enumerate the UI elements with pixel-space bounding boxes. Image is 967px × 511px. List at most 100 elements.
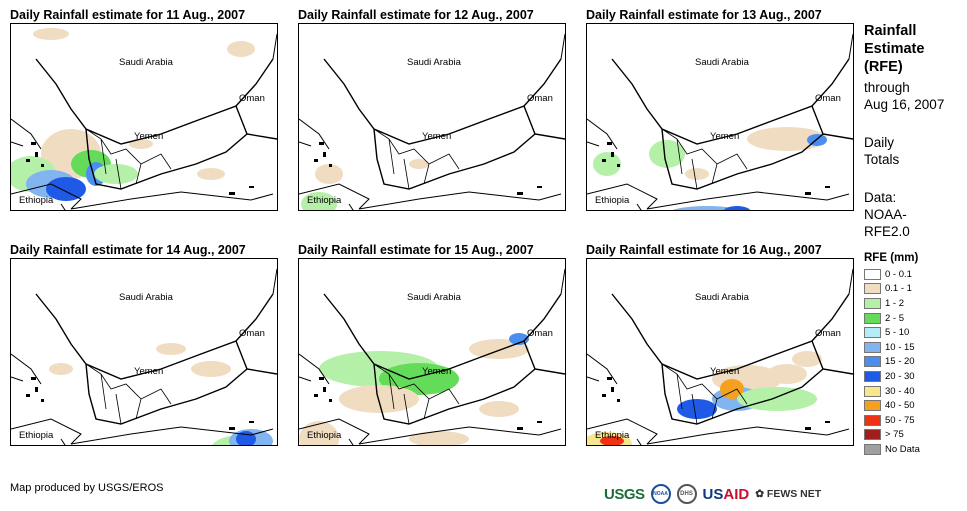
legend-item: 40 - 50 bbox=[864, 398, 920, 413]
panel-title: Daily Rainfall estimate for 14 Aug., 200… bbox=[10, 243, 246, 257]
rainfall-area bbox=[720, 379, 744, 399]
panel-title: Daily Rainfall estimate for 13 Aug., 200… bbox=[586, 8, 822, 22]
label-saudi-arabia: Saudi Arabia bbox=[695, 292, 749, 303]
legend-swatch bbox=[864, 341, 881, 353]
legend-item: 30 - 40 bbox=[864, 384, 920, 399]
legend-swatch bbox=[864, 327, 881, 339]
legend-swatch bbox=[864, 283, 881, 295]
title-line-5: Aug 16, 2007 bbox=[864, 97, 945, 112]
noaa-logo: NOAA bbox=[650, 484, 671, 504]
panel-title: Daily Rainfall estimate for 16 Aug., 200… bbox=[586, 243, 822, 257]
rainfall-area bbox=[600, 436, 624, 445]
legend-swatch bbox=[864, 297, 881, 309]
legend-item: 5 - 10 bbox=[864, 325, 920, 340]
label-ethiopia: Ethiopia bbox=[595, 195, 630, 206]
daily-label: Daily bbox=[864, 135, 895, 150]
panel-title: Daily Rainfall estimate for 11 Aug., 200… bbox=[10, 8, 246, 22]
legend-label: 0 - 0.1 bbox=[885, 268, 912, 280]
label-oman: Oman bbox=[815, 328, 841, 339]
label-ethiopia: Ethiopia bbox=[307, 430, 342, 441]
rainfall-map: Saudi Arabia Oman Yemen Ethiopia Somalia bbox=[10, 23, 278, 211]
legend-item: 20 - 30 bbox=[864, 369, 920, 384]
legend-item: 2 - 5 bbox=[864, 311, 920, 326]
rainfall-area bbox=[315, 164, 343, 184]
title-line-2: Estimate bbox=[864, 41, 925, 57]
legend-item: 50 - 75 bbox=[864, 413, 920, 428]
rainfall-area bbox=[227, 41, 255, 57]
panel-title: Daily Rainfall estimate for 12 Aug., 200… bbox=[298, 8, 534, 22]
usgs-logo: USGS bbox=[604, 485, 645, 503]
rainfall-area bbox=[94, 164, 138, 184]
rainfall-area bbox=[685, 168, 709, 180]
legend-title: RFE (mm) bbox=[864, 252, 919, 264]
legend-item: 0 - 0.1 bbox=[864, 267, 920, 282]
label-yemen: Yemen bbox=[710, 131, 740, 142]
legend-label: 50 - 75 bbox=[885, 414, 915, 426]
rainfall-area bbox=[156, 343, 186, 355]
legend-item: 0.1 - 1 bbox=[864, 282, 920, 297]
legend-label: > 75 bbox=[885, 429, 904, 441]
legend-swatch bbox=[864, 414, 881, 426]
rainfall-map: Saudi Arabia Oman Yemen Ethiopia Somalia bbox=[298, 23, 566, 211]
legend-swatch bbox=[864, 268, 881, 280]
rainfall-area bbox=[197, 168, 225, 180]
title-line-4: through bbox=[864, 80, 910, 95]
legend-label: 2 - 5 bbox=[885, 312, 905, 324]
label-ethiopia: Ethiopia bbox=[19, 195, 54, 206]
rainfall-area bbox=[593, 152, 621, 176]
legend: RFE (mm) 0 - 0.1 0.1 - 1 1 - 2 2 - 5 5 - 10 1… bbox=[864, 252, 920, 457]
label-saudi-arabia: Saudi Arabia bbox=[407, 57, 461, 68]
legend-label: 0.1 - 1 bbox=[885, 283, 912, 295]
data-label: Data: bbox=[864, 190, 897, 205]
panel-title: Daily Rainfall estimate for 15 Aug., 200… bbox=[298, 243, 534, 257]
label-saudi-arabia: Saudi Arabia bbox=[119, 57, 173, 68]
credit-text: Map produced by USGS/EROS bbox=[10, 482, 164, 494]
legend-swatch bbox=[864, 400, 881, 412]
label-saudi-arabia: Saudi Arabia bbox=[407, 292, 461, 303]
legend-item: 15 - 20 bbox=[864, 355, 920, 370]
rainfall-area bbox=[723, 206, 751, 210]
rainfall-area bbox=[191, 361, 231, 377]
rainfall-area bbox=[677, 399, 717, 419]
legend-item: > 75 bbox=[864, 428, 920, 443]
data-source-2: RFE2.0 bbox=[864, 224, 910, 239]
fewsnet-logo: ✿ FEWS NET bbox=[755, 488, 822, 500]
usaid-logo: USAID bbox=[702, 485, 750, 503]
data-source-1: NOAA- bbox=[864, 207, 907, 222]
label-saudi-arabia: Saudi Arabia bbox=[695, 57, 749, 68]
rainfall-area bbox=[737, 387, 817, 411]
title-line-3: (RFE) bbox=[864, 59, 903, 75]
legend-label: 20 - 30 bbox=[885, 370, 915, 382]
dhs-logo: DHS bbox=[676, 484, 697, 504]
legend-label: 1 - 2 bbox=[885, 297, 905, 309]
label-yemen: Yemen bbox=[134, 131, 164, 142]
legend-swatch bbox=[864, 385, 881, 397]
legend-swatch bbox=[864, 370, 881, 382]
rainfall-area bbox=[672, 206, 742, 210]
legend-swatch bbox=[864, 443, 881, 455]
legend-label: 15 - 20 bbox=[885, 356, 915, 368]
title-line-1: Rainfall bbox=[864, 23, 917, 39]
rainfall-map: Saudi Arabia Oman Yemen Ethiopia Somalia bbox=[586, 258, 854, 446]
rainfall-area bbox=[129, 139, 153, 149]
legend-label: 40 - 50 bbox=[885, 400, 915, 412]
label-yemen: Yemen bbox=[422, 366, 452, 377]
rainfall-area bbox=[747, 127, 827, 151]
legend-item: No Data bbox=[864, 442, 920, 457]
label-yemen: Yemen bbox=[422, 131, 452, 142]
legend-label: 30 - 40 bbox=[885, 385, 915, 397]
rainfall-area bbox=[46, 177, 86, 201]
label-oman: Oman bbox=[527, 93, 553, 104]
legend-item: 1 - 2 bbox=[864, 296, 920, 311]
label-ethiopia: Ethiopia bbox=[19, 430, 54, 441]
legend-label: 10 - 15 bbox=[885, 341, 915, 353]
rainfall-area bbox=[767, 364, 807, 384]
label-oman: Oman bbox=[239, 93, 265, 104]
rainfall-area bbox=[409, 159, 429, 169]
label-oman: Oman bbox=[527, 328, 553, 339]
label-ethiopia: Ethiopia bbox=[595, 430, 630, 441]
label-yemen: Yemen bbox=[134, 366, 164, 377]
rainfall-area bbox=[409, 431, 469, 445]
legend-label: 5 - 10 bbox=[885, 327, 910, 339]
totals-label: Totals bbox=[864, 152, 900, 167]
